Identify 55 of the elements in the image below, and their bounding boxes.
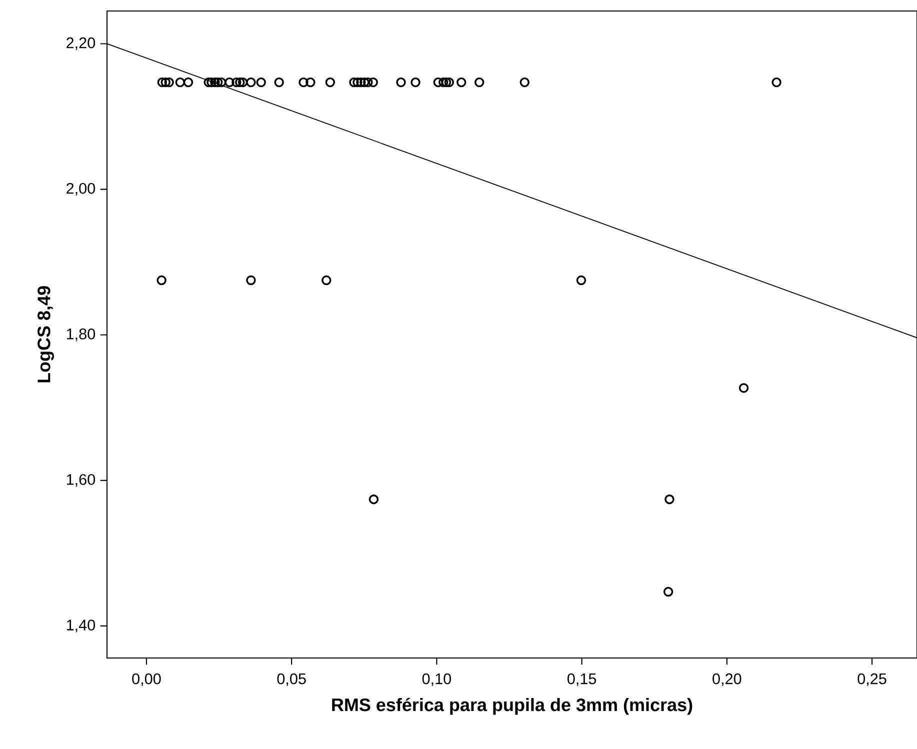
point: [772, 77, 782, 88]
point: [175, 77, 186, 88]
y-tick-label: 2,20: [66, 37, 96, 50]
point: [160, 77, 170, 88]
point: [576, 275, 586, 286]
x-tick-label: 0,00: [132, 673, 161, 686]
y-tick-label: 1,60: [66, 474, 96, 487]
point: [246, 275, 256, 286]
point: [206, 77, 216, 88]
point: [444, 77, 454, 88]
point: [433, 77, 444, 88]
point: [474, 77, 484, 88]
point: [216, 77, 226, 88]
point: [238, 77, 248, 88]
point: [306, 77, 316, 88]
point: [235, 77, 245, 88]
point: [368, 494, 379, 504]
y-axis-title: LogCS 8,49: [38, 286, 54, 382]
point: [246, 77, 256, 88]
point: [396, 77, 406, 88]
point: [224, 77, 234, 88]
point: [256, 77, 266, 88]
point: [349, 77, 359, 88]
point: [410, 77, 420, 88]
point: [232, 77, 242, 88]
point: [213, 77, 223, 88]
point: [441, 77, 452, 88]
point: [274, 77, 284, 88]
point: [360, 77, 370, 88]
point: [663, 586, 674, 597]
point: [738, 383, 749, 393]
point: [183, 77, 194, 88]
y-tick-label: 2,00: [66, 182, 96, 196]
y-tick-label: 1,40: [66, 620, 96, 632]
point: [322, 275, 332, 286]
point: [204, 77, 214, 88]
point: [520, 77, 530, 88]
point: [368, 77, 378, 88]
point: [325, 77, 336, 88]
point: [363, 77, 373, 88]
point: [156, 275, 166, 286]
x-tick-label: 0,25: [858, 673, 886, 686]
point: [164, 77, 174, 88]
point: [438, 77, 448, 88]
point: [456, 77, 466, 88]
x-tick-label: 0,05: [277, 673, 306, 686]
point: [298, 77, 308, 88]
y-tick-label: 1,80: [66, 328, 96, 342]
x-tick-label: 0,15: [567, 673, 596, 686]
point: [352, 77, 362, 88]
point: [664, 494, 674, 504]
x-axis-title: RMS esférica para pupila de 3mm (micras): [332, 698, 692, 715]
point: [157, 77, 168, 88]
x-tick-label: 0,20: [712, 673, 742, 686]
x-tick-label: 0,10: [422, 673, 452, 686]
